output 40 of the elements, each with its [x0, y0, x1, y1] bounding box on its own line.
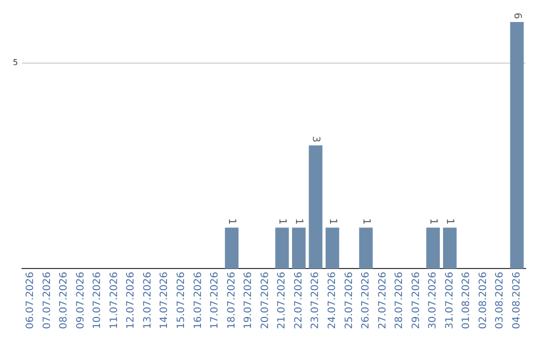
x-tick-label: 12.07.2026 — [126, 272, 137, 330]
x-tick-label: 07.07.2026 — [42, 272, 53, 330]
x-tick-label: 23.07.2026 — [310, 272, 322, 330]
x-tick-label: 26.07.2026 — [360, 272, 372, 330]
x-tick-label: 13.07.2026 — [142, 272, 154, 330]
x-tick-label: 28.07.2026 — [394, 272, 406, 330]
x-tick-label: 10.07.2026 — [92, 272, 104, 330]
x-tick-label: 02.08.2026 — [478, 272, 489, 330]
x-tick-label: 14.07.2026 — [159, 272, 170, 330]
x-tick-label: 22.07.2026 — [293, 272, 304, 330]
x-tick-label: 31.07.2026 — [444, 272, 456, 330]
x-tick-label: 09.07.2026 — [75, 272, 86, 330]
x-tick-label: 27.07.2026 — [377, 272, 388, 330]
data-label: 1 — [226, 218, 238, 225]
ref-line-label: 5 — [12, 58, 18, 68]
data-label: 1 — [276, 218, 288, 225]
x-tick-label: 21.07.2026 — [276, 272, 288, 330]
data-label: 1 — [326, 218, 338, 225]
x-tick-label: 19.07.2026 — [243, 272, 254, 330]
x-tick-label: 06.07.2026 — [24, 272, 36, 330]
x-tick-label: 17.07.2026 — [210, 272, 221, 330]
x-tick-label: 04.08.2026 — [512, 272, 523, 330]
x-tick-label: 25.07.2026 — [344, 272, 355, 330]
data-label: 3 — [310, 136, 322, 142]
x-tick-label: 20.07.2026 — [260, 272, 271, 330]
x-tick-label: 11.07.2026 — [108, 272, 120, 330]
data-label: 1 — [360, 218, 372, 225]
data-label: 6 — [511, 12, 522, 19]
data-label: 1 — [444, 218, 456, 225]
x-tick-label: 08.07.2026 — [58, 272, 70, 330]
x-tick-label: 15.07.2026 — [176, 272, 187, 330]
x-tick-label: 29.07.2026 — [410, 272, 422, 330]
x-tick-label: 24.07.2026 — [326, 272, 338, 330]
x-tick-label: 30.07.2026 — [428, 272, 439, 330]
data-label: 1 — [427, 218, 438, 225]
x-tick-label: 16.07.2026 — [192, 272, 204, 330]
x-tick-label: 18.07.2026 — [226, 272, 238, 330]
x-tick-label: 01.08.2026 — [461, 272, 472, 330]
x-tick-label: 03.08.2026 — [494, 272, 506, 330]
data-label: 1 — [293, 218, 304, 225]
